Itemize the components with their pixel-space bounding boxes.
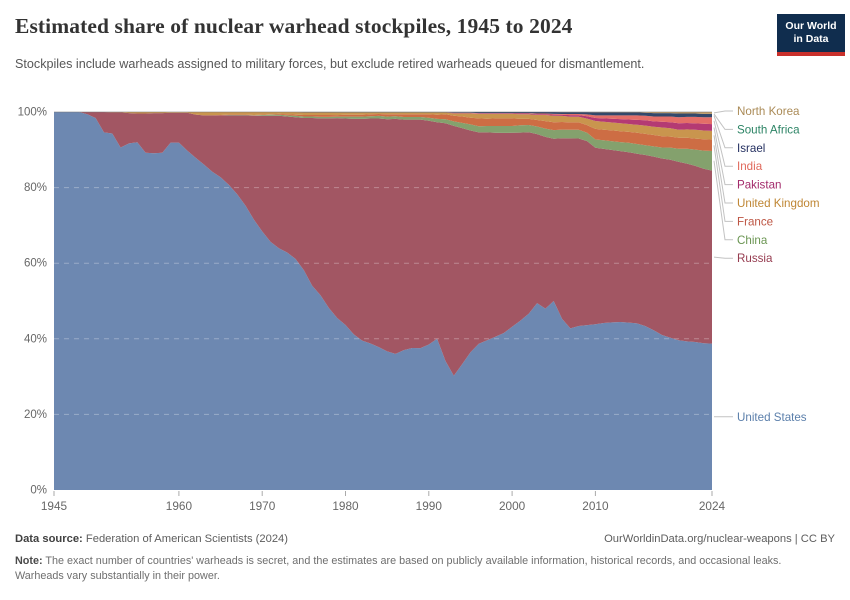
area-russia[interactable] xyxy=(54,112,712,376)
note-label: Note: xyxy=(15,555,43,567)
data-source-text: Federation of American Scientists (2024) xyxy=(82,533,288,545)
legend-label-russia[interactable]: Russia xyxy=(737,252,773,265)
owid-logo-line1: Our World xyxy=(785,19,837,32)
y-axis-label-100: 100% xyxy=(18,107,47,119)
area-israel[interactable] xyxy=(54,112,712,118)
legend-connector-pakistan xyxy=(713,127,733,186)
legend-connector-china xyxy=(713,160,733,241)
y-axis-label-40: 40% xyxy=(24,333,47,345)
legend-label-india[interactable]: India xyxy=(737,160,763,173)
x-axis-label-1980: 1980 xyxy=(332,499,359,513)
legend-connector-south-africa xyxy=(713,113,733,130)
legend-connector-france xyxy=(713,145,733,222)
y-axis-label-0: 0% xyxy=(30,485,47,497)
legend-connector-india xyxy=(713,120,733,167)
y-axis-label-80: 80% xyxy=(24,182,47,194)
x-axis-label-2010: 2010 xyxy=(582,499,609,513)
y-axis-label-20: 20% xyxy=(24,409,47,421)
data-source-row: Data source: Federation of American Scie… xyxy=(15,533,835,545)
area-united-states[interactable] xyxy=(54,112,712,490)
owid-logo-line2: in Data xyxy=(793,33,829,45)
legend-label-china[interactable]: China xyxy=(737,234,768,247)
legend-label-united-kingdom[interactable]: United Kingdom xyxy=(737,197,820,210)
owid-link[interactable]: OurWorldinData.org/nuclear-weapons | CC … xyxy=(604,533,835,545)
page-title: Estimated share of nuclear warhead stock… xyxy=(15,14,573,38)
area-france[interactable] xyxy=(54,112,712,151)
legend-connector-north-korea xyxy=(713,110,733,114)
chart-subtitle: Stockpiles include warheads assigned to … xyxy=(15,57,645,71)
legend-label-pakistan[interactable]: Pakistan xyxy=(737,179,781,192)
legend-label-north-korea[interactable]: North Korea xyxy=(737,105,800,118)
x-axis-label-2000: 2000 xyxy=(499,499,526,513)
note-row: Note: The exact number of countries' war… xyxy=(15,554,833,585)
data-source-label: Data source: xyxy=(15,533,83,545)
legend-connector-israel xyxy=(713,115,733,149)
x-axis-label-1970: 1970 xyxy=(249,499,276,513)
x-axis-label-1990: 1990 xyxy=(416,499,443,513)
owid-logo[interactable]: Our World in Data xyxy=(777,14,845,56)
area-united-kingdom[interactable] xyxy=(54,112,712,140)
legend-label-israel[interactable]: Israel xyxy=(737,142,765,155)
legend-label-united-states[interactable]: United States xyxy=(737,411,807,424)
y-axis-label-60: 60% xyxy=(24,258,47,270)
legend-label-south-africa[interactable]: South Africa xyxy=(737,123,800,136)
note-text: The exact number of countries' warheads … xyxy=(15,555,782,583)
legend-connector-russia xyxy=(713,256,733,259)
x-axis-label-2024: 2024 xyxy=(699,499,726,513)
x-axis-label-1945: 1945 xyxy=(41,499,68,513)
x-axis-label-1960: 1960 xyxy=(166,499,193,513)
legend-connector-united-kingdom xyxy=(713,135,733,204)
legend-label-france[interactable]: France xyxy=(737,215,773,228)
